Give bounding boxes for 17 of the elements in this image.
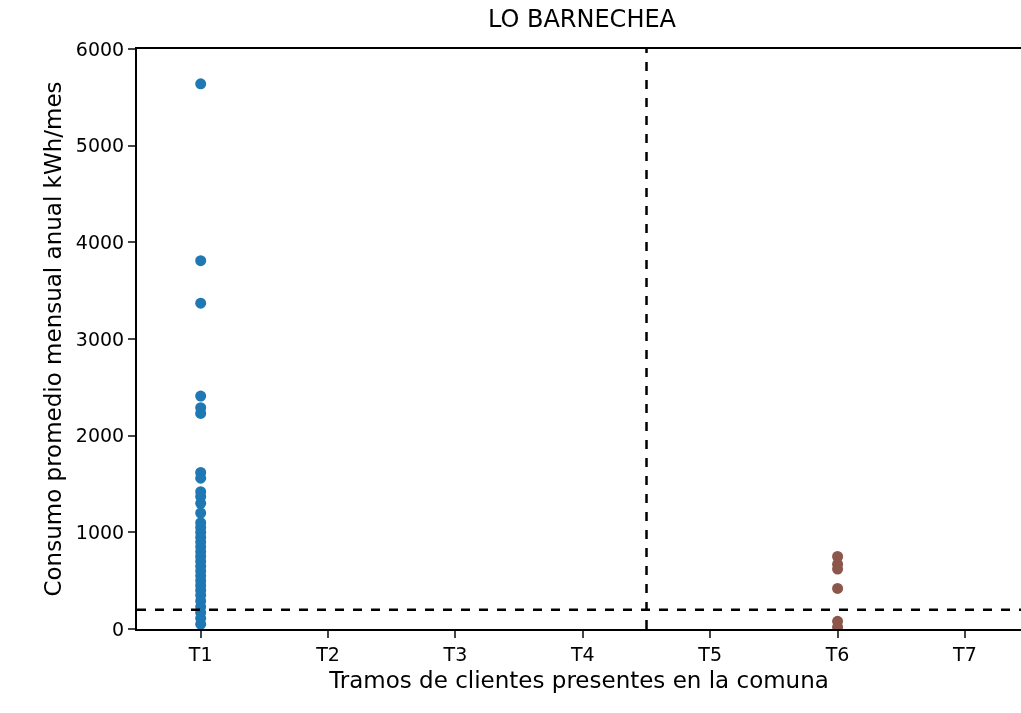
x-tick-label: T6 bbox=[824, 642, 850, 665]
x-axis-title: Tramos de clientes presentes en la comuna bbox=[328, 666, 829, 693]
x-tick-label: T3 bbox=[442, 642, 468, 665]
y-tick-label: 4000 bbox=[75, 230, 125, 253]
y-tick-label: 1000 bbox=[75, 520, 125, 543]
x-tick-label: T7 bbox=[952, 642, 977, 665]
chart-title: LO BARNECHEA bbox=[487, 5, 677, 34]
y-axis-title: Consumo promedio mensual anual kWh/mes bbox=[39, 81, 66, 597]
x-tick-label: T1 bbox=[187, 642, 213, 665]
y-tick-label: 2000 bbox=[75, 424, 125, 447]
y-tick-label: 0 bbox=[112, 617, 125, 640]
y-tick-label: 5000 bbox=[75, 134, 125, 157]
x-tick-label: T4 bbox=[569, 642, 595, 665]
x-tick-label: T2 bbox=[315, 642, 340, 665]
x-tick-label: T5 bbox=[697, 642, 723, 665]
y-tick-label: 6000 bbox=[75, 37, 125, 60]
y-tick-label: 3000 bbox=[75, 327, 125, 350]
